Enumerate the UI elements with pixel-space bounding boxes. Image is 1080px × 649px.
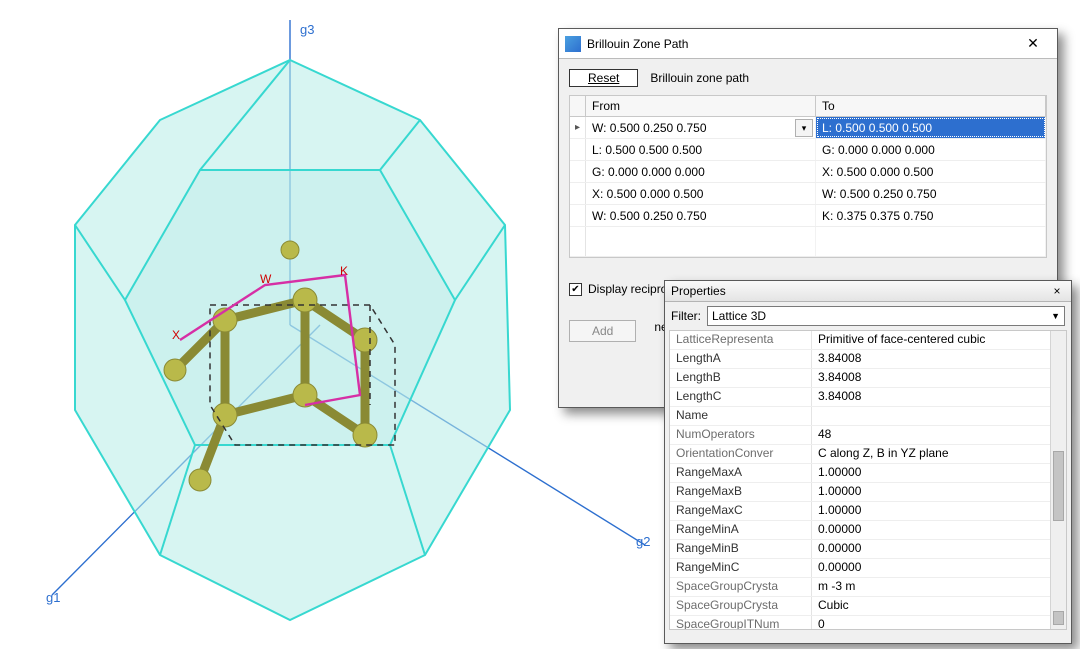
close-icon[interactable]: × [1049,284,1065,298]
cell-from: G: 0.000 0.000 0.000 [592,165,705,179]
cell-to: G: 0.000 0.000 0.000 [822,143,935,157]
property-row[interactable]: RangeMaxA1.00000 [670,464,1066,483]
property-key: SpaceGroupCrysta [670,578,812,596]
cell-from: X: 0.500 0.000 0.500 [592,187,703,201]
k-point-w: W [260,272,271,286]
property-row[interactable]: SpaceGroupITNum0 [670,616,1066,630]
property-key: LengthC [670,388,812,406]
chevron-down-icon: ▼ [1051,311,1060,321]
outer-scrollbar[interactable] [1050,331,1066,629]
filter-label: Filter: [671,309,701,323]
property-row[interactable]: LengthA3.84008 [670,350,1066,369]
chevron-down-icon[interactable]: ▾ [795,119,813,137]
column-to[interactable]: To [816,96,1046,116]
property-key: LengthA [670,350,812,368]
cell-from: W: 0.500 0.250 0.750 [592,209,707,223]
property-value: 0 [812,616,1066,630]
property-value: 0.00000 [812,540,1066,558]
property-value: 1.00000 [812,464,1066,482]
property-key: RangeMinB [670,540,812,558]
section-label: Brillouin zone path [650,71,749,85]
property-value: 3.84008 [812,350,1066,368]
display-reciprocal-checkbox[interactable]: ✔ [569,283,582,296]
table-row[interactable]: G: 0.000 0.000 0.000 X: 0.500 0.000 0.50… [570,161,1046,183]
table-row[interactable]: ▸ W: 0.500 0.250 0.750 ▾ L: 0.500 0.500 … [570,117,1046,139]
property-key: SpaceGroupCrysta [670,597,812,615]
add-button[interactable]: Add [569,320,636,342]
property-key: RangeMinA [670,521,812,539]
cell-from: W: 0.500 0.250 0.750 [592,121,707,135]
table-row[interactable]: W: 0.500 0.250 0.750 K: 0.375 0.375 0.75… [570,205,1046,227]
property-key: RangeMaxA [670,464,812,482]
axis-label-g2: g2 [636,534,650,549]
filter-value: Lattice 3D [712,309,766,323]
property-key: RangeMinC [670,559,812,577]
property-key: LengthB [670,369,812,387]
property-row[interactable]: LengthC3.84008 [670,388,1066,407]
property-value: m -3 m [812,578,1066,596]
close-icon[interactable]: ✕ [1013,33,1053,55]
cell-to: L: 0.500 0.500 0.500 [822,121,932,135]
cell-to: W: 0.500 0.250 0.750 [822,187,937,201]
scroll-thumb[interactable] [1053,451,1064,521]
filter-select[interactable]: Lattice 3D ▼ [707,306,1065,326]
property-key: OrientationConver [670,445,812,463]
axis-label-g3: g3 [300,22,314,37]
property-value: Primitive of face-centered cubic [812,331,1066,349]
table-row[interactable]: X: 0.500 0.000 0.500 W: 0.500 0.250 0.75… [570,183,1046,205]
property-row[interactable]: NumOperators48 [670,426,1066,445]
property-row[interactable]: Name [670,407,1066,426]
property-row[interactable]: RangeMaxB1.00000 [670,483,1066,502]
property-row[interactable]: SpaceGroupCrystam -3 m [670,578,1066,597]
cell-to: K: 0.375 0.375 0.750 [822,209,933,223]
app-icon [565,36,581,52]
property-row[interactable]: RangeMinC0.00000 [670,559,1066,578]
property-value: 1.00000 [812,502,1066,520]
property-value: 3.84008 [812,369,1066,387]
property-key: RangeMaxB [670,483,812,501]
property-value: C along Z, B in YZ plane [812,445,1066,463]
cell-from: L: 0.500 0.500 0.500 [592,143,702,157]
property-row[interactable]: RangeMinA0.00000 [670,521,1066,540]
property-row[interactable]: LengthB3.84008 [670,369,1066,388]
column-from[interactable]: From [586,96,816,116]
property-key: NumOperators [670,426,812,444]
property-row[interactable]: RangeMinB0.00000 [670,540,1066,559]
dialog-titlebar[interactable]: Brillouin Zone Path ✕ [559,29,1057,59]
properties-titlebar[interactable]: Properties × [665,281,1071,302]
bz-path-table: From To ▸ W: 0.500 0.250 0.750 ▾ L: 0.50… [569,95,1047,258]
bz-rows: ▸ W: 0.500 0.250 0.750 ▾ L: 0.500 0.500 … [570,117,1046,257]
property-key: SpaceGroupITNum [670,616,812,630]
k-point-x: X [172,328,180,342]
property-value: 0.00000 [812,559,1066,577]
property-value: Cubic [812,597,1066,615]
property-value [812,407,1066,425]
reset-button[interactable]: Reset [569,69,638,87]
property-row[interactable]: OrientationConverC along Z, B in YZ plan… [670,445,1066,464]
property-row[interactable]: SpaceGroupCrystaCubic [670,597,1066,616]
properties-panel: Properties × Filter: Lattice 3D ▼ Lattic… [664,280,1072,644]
property-value: 0.00000 [812,521,1066,539]
dialog-title: Brillouin Zone Path [587,37,1013,51]
property-key: RangeMaxC [670,502,812,520]
property-value: 48 [812,426,1066,444]
property-key: Name [670,407,812,425]
cell-to: X: 0.500 0.000 0.500 [822,165,933,179]
property-key: LatticeRepresenta [670,331,812,349]
scroll-thumb[interactable] [1053,611,1064,625]
property-row[interactable]: RangeMaxC1.00000 [670,502,1066,521]
property-value: 1.00000 [812,483,1066,501]
properties-title: Properties [671,284,1049,298]
k-point-k: K [340,264,348,278]
axis-label-g1: g1 [46,590,60,605]
property-row[interactable]: LatticeRepresentaPrimitive of face-cente… [670,331,1066,350]
property-value: 3.84008 [812,388,1066,406]
table-row[interactable]: L: 0.500 0.500 0.500 G: 0.000 0.000 0.00… [570,139,1046,161]
properties-grid: LatticeRepresentaPrimitive of face-cente… [669,330,1067,630]
